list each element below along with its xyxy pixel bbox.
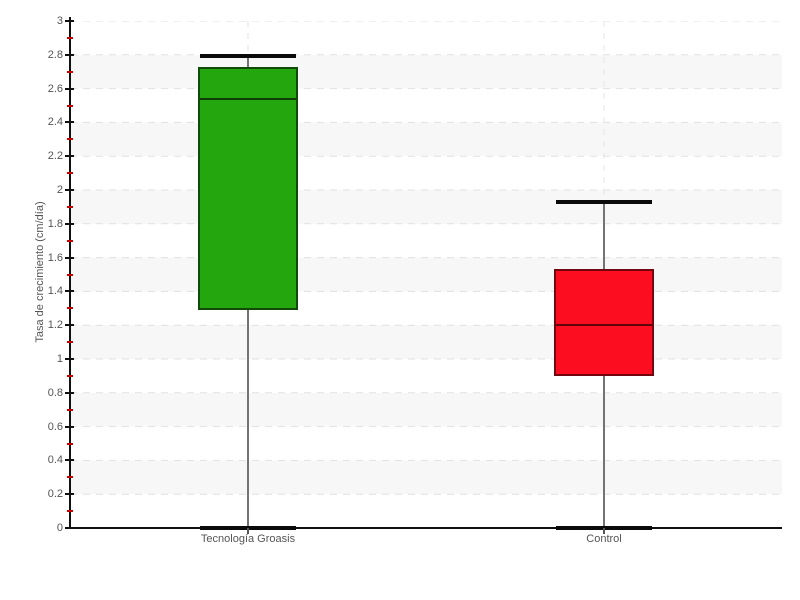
y-tick-label: 2.2 [47, 150, 63, 163]
y-major-tick [65, 391, 74, 394]
y-minor-tick [67, 408, 73, 411]
y-minor-tick [67, 307, 73, 310]
y-major-tick [65, 87, 74, 90]
y-tick-label: 2.6 [47, 82, 63, 95]
y-major-tick [65, 358, 74, 360]
box-tecnologia-groasis [198, 66, 298, 310]
y-minor-tick [67, 442, 73, 445]
y-minor-tick [67, 510, 73, 513]
y-minor-tick [67, 104, 73, 107]
y-minor-tick [67, 172, 73, 175]
y-tick-label: 2 [56, 184, 63, 196]
y-major-tick [65, 425, 74, 428]
y-tick-label: 0 [56, 522, 63, 534]
y-minor-tick [67, 36, 73, 39]
gridlines-layer [70, 21, 782, 528]
y-tick-label: 1.2 [47, 319, 63, 332]
y-tick-label: 1 [56, 353, 63, 365]
y-tick-label: 2.4 [47, 116, 63, 129]
whisker-upper-stem [247, 56, 249, 67]
y-tick-label: 1.4 [47, 285, 63, 298]
y-minor-tick [67, 341, 73, 344]
y-major-tick [65, 222, 74, 225]
x-category-tick [603, 528, 605, 534]
y-minor-tick [67, 239, 73, 242]
y-tick-label: 0.4 [47, 454, 63, 467]
y-minor-tick [67, 476, 73, 479]
y-major-tick [65, 290, 74, 293]
median-line [200, 97, 296, 100]
y-tick-label: 0.2 [47, 488, 63, 501]
y-minor-tick [67, 374, 73, 377]
y-minor-tick [67, 138, 73, 141]
y-tick-label: 3 [56, 15, 63, 27]
y-minor-tick [67, 70, 73, 73]
x-category-label: Control [586, 533, 622, 545]
y-minor-tick [67, 273, 73, 276]
x-axis-line [69, 527, 782, 529]
y-major-tick [65, 155, 74, 158]
whisker-lower-stem [247, 309, 249, 528]
y-major-tick [65, 20, 74, 22]
y-major-tick [65, 256, 74, 259]
whisker-lower-stem [603, 375, 605, 528]
y-tick-label: 0.6 [47, 420, 63, 433]
box-control [554, 269, 654, 376]
whisker-cap-max [200, 54, 296, 59]
median-line [556, 324, 652, 327]
y-major-tick [65, 324, 74, 327]
y-major-tick [65, 53, 74, 56]
y-major-tick [65, 121, 74, 124]
x-category-label: Tecnología Groasis [200, 533, 296, 545]
y-tick-label: 2.8 [47, 48, 63, 61]
y-major-tick [65, 527, 74, 529]
x-category-tick [247, 528, 249, 534]
y-major-tick [65, 459, 74, 462]
plot-area [70, 21, 782, 528]
whisker-upper-stem [603, 201, 605, 270]
y-major-tick [65, 493, 74, 496]
y-tick-label: 1.8 [47, 217, 63, 230]
y-minor-tick [67, 205, 73, 208]
y-tick-label: 1.6 [47, 251, 63, 264]
y-axis-line [69, 17, 71, 529]
y-major-tick [65, 189, 74, 191]
whisker-cap-max [556, 199, 652, 204]
y-tick-label: 0.8 [47, 386, 63, 399]
